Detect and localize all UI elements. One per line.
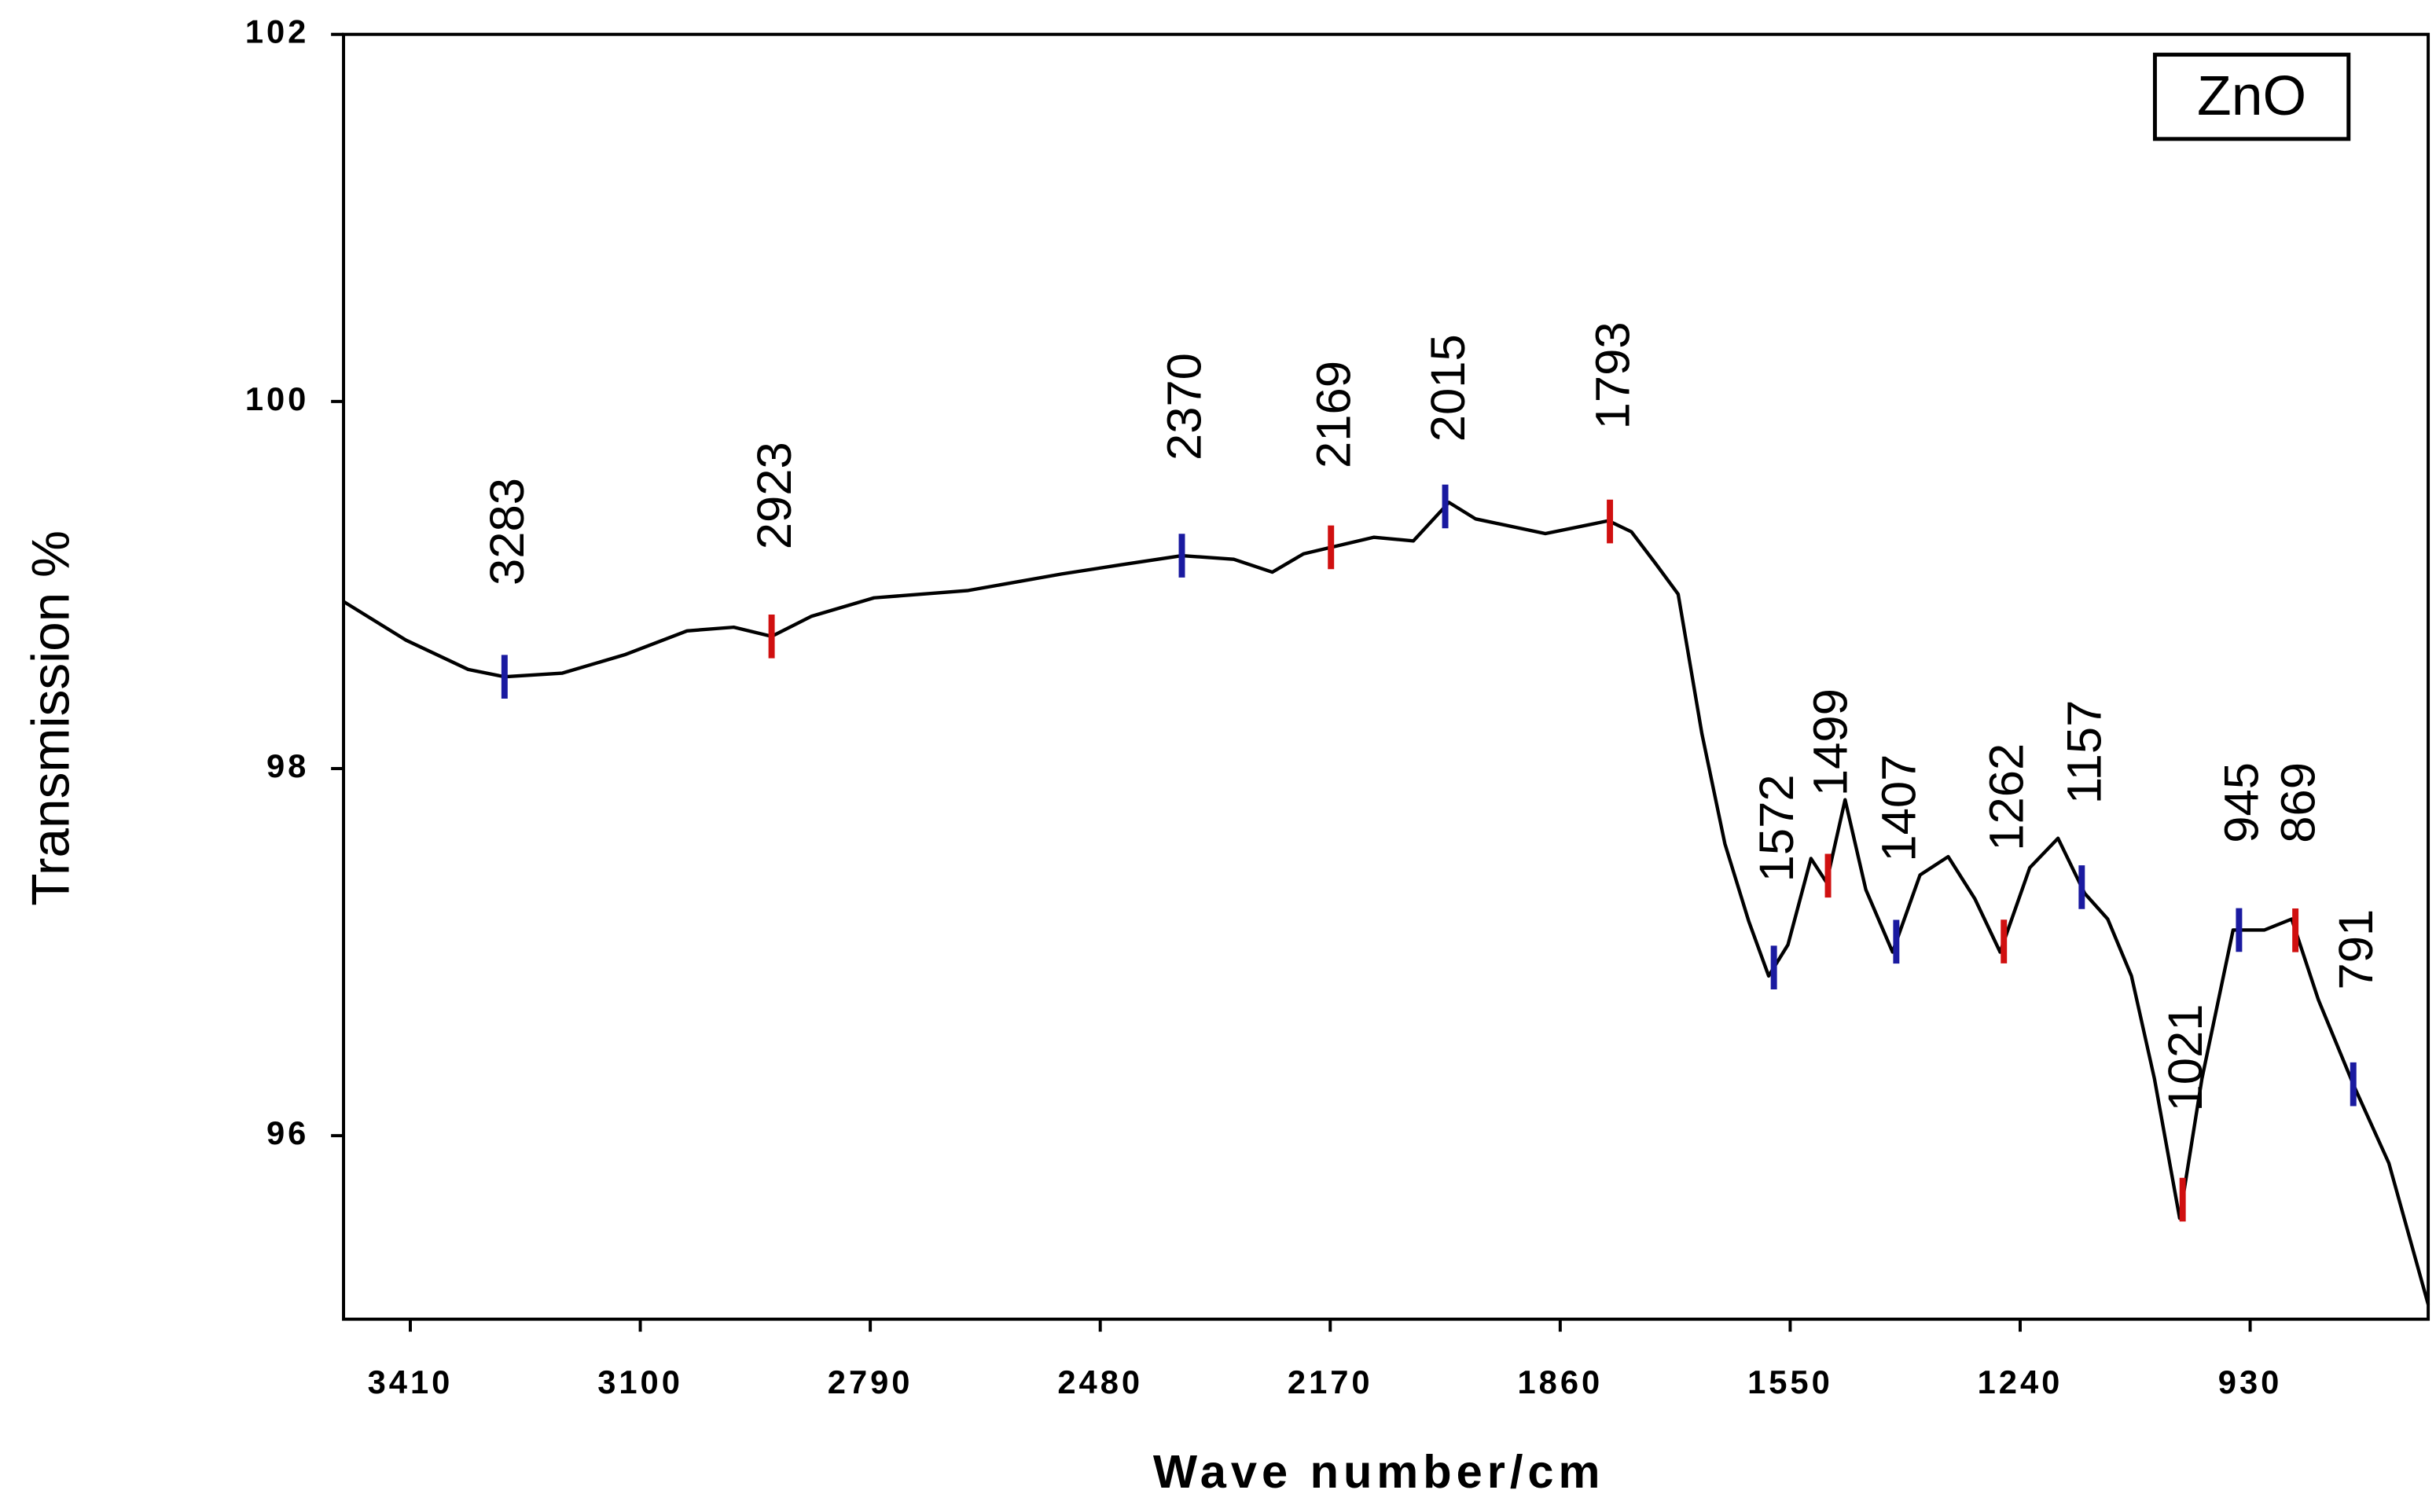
peak-label: 1572 [1750, 774, 1804, 882]
y-tick-label: 102 [245, 13, 310, 50]
x-tick-label: 1240 [1978, 1363, 2063, 1400]
y-tick-label: 96 [266, 1114, 309, 1151]
x-axis-label: Wave number/cm [1153, 1445, 1605, 1498]
x-tick-label: 3410 [368, 1363, 454, 1400]
peak-label: 791 [2329, 909, 2383, 990]
peak-label: 2169 [1306, 361, 1361, 468]
data-line [342, 501, 2430, 1305]
peak-label: 1407 [1872, 754, 1927, 862]
y-axis-label: Transmission % [21, 530, 80, 906]
peak-label: 1157 [2058, 700, 2112, 804]
x-tick-label: 930 [2218, 1363, 2283, 1400]
y-tick-label: 100 [245, 380, 310, 417]
x-tick-label: 3100 [597, 1363, 683, 1400]
peak-label: 2370 [1158, 353, 1212, 461]
x-tick-label: 2790 [828, 1363, 913, 1400]
peak-label: 1021 [2159, 1004, 2213, 1111]
legend-label: ZnO [2197, 64, 2306, 127]
peak-label: 2923 [748, 442, 802, 549]
x-tick-label: 1550 [1747, 1363, 1833, 1400]
peak-label: 1262 [1979, 743, 2034, 851]
x-tick-label: 1860 [1518, 1363, 1604, 1400]
plot-frame [342, 32, 2430, 1321]
x-tick-label: 2170 [1288, 1363, 1373, 1400]
peak-label: 945 [2215, 762, 2269, 843]
peak-label: 869 [2271, 762, 2325, 843]
peak-label: 1499 [1804, 688, 1858, 796]
x-tick-label: 2480 [1057, 1363, 1143, 1400]
y-tick-label: 98 [266, 747, 309, 784]
legend-box [2152, 53, 2351, 141]
peak-label: 1793 [1585, 321, 1640, 429]
peak-label: 2015 [1421, 334, 1475, 442]
peak-label: 3283 [480, 478, 535, 585]
